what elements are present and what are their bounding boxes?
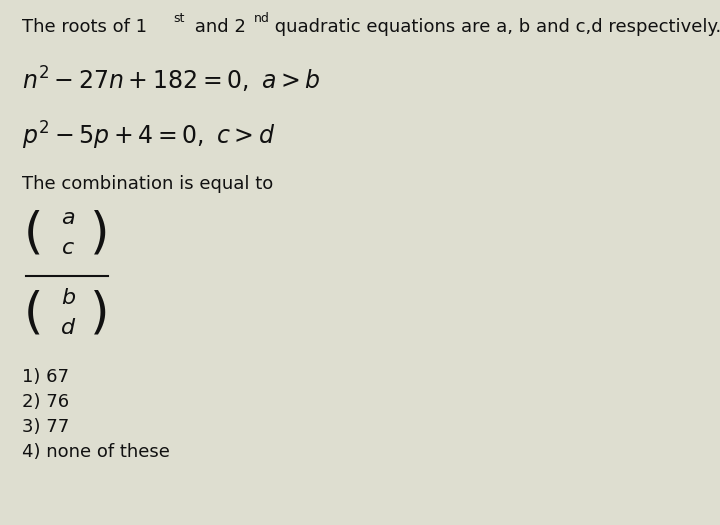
Text: ): ) [90, 209, 109, 257]
Text: $p^2 - 5p + 4 = 0,\ c > d$: $p^2 - 5p + 4 = 0,\ c > d$ [22, 120, 275, 152]
Text: $n^2 - 27n + 182 = 0,\ a > b$: $n^2 - 27n + 182 = 0,\ a > b$ [22, 65, 320, 95]
Text: a: a [61, 208, 75, 228]
Text: The combination is equal to: The combination is equal to [22, 175, 274, 193]
Text: nd: nd [253, 12, 269, 25]
Text: 1) 67: 1) 67 [22, 368, 69, 386]
Text: 2) 76: 2) 76 [22, 393, 69, 411]
Text: and 2: and 2 [189, 18, 246, 36]
Text: (: ( [24, 209, 43, 257]
Text: (: ( [24, 289, 43, 337]
Text: quadratic equations are a, b and c,d respectively.: quadratic equations are a, b and c,d res… [269, 18, 720, 36]
Text: 4) none of these: 4) none of these [22, 443, 170, 461]
Text: c: c [62, 238, 74, 258]
Text: ): ) [90, 289, 109, 337]
Text: The roots of 1: The roots of 1 [22, 18, 147, 36]
Text: d: d [61, 318, 75, 338]
Text: st: st [174, 12, 185, 25]
Text: 3) 77: 3) 77 [22, 418, 69, 436]
Text: b: b [61, 288, 75, 308]
